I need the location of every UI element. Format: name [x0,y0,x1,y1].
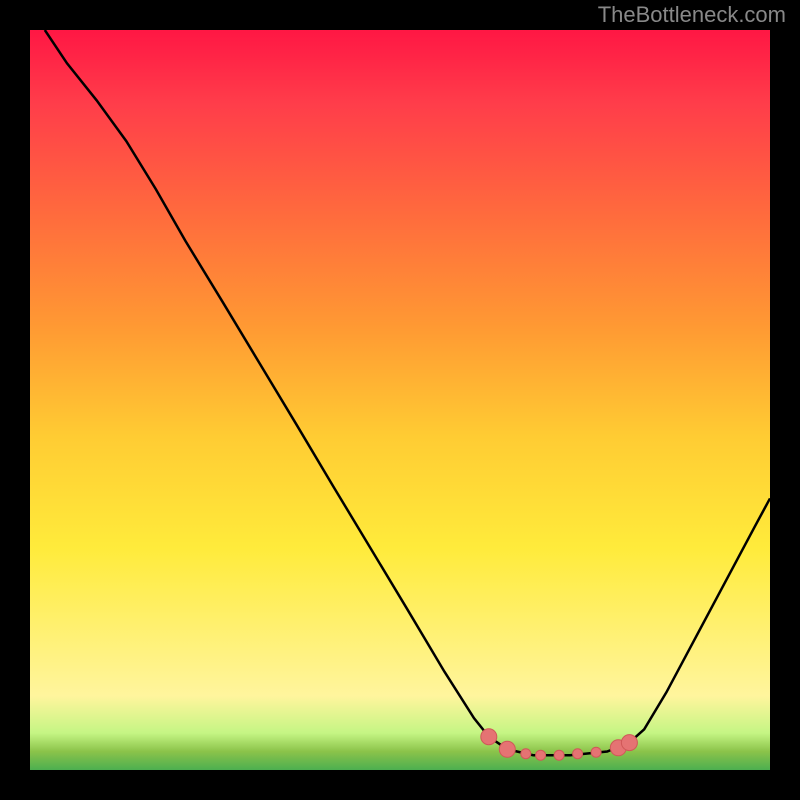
curve-markers [481,729,638,761]
curve-marker [554,750,564,760]
curve-marker [481,729,497,745]
curve-marker [621,735,637,751]
curve-marker [573,749,583,759]
curve-marker [536,750,546,760]
curve-marker [591,747,601,757]
plot-area [30,30,770,770]
curve-layer [30,30,770,770]
bottleneck-curve [45,30,770,755]
watermark-text: TheBottleneck.com [598,2,786,28]
curve-marker [521,749,531,759]
curve-marker [499,741,515,757]
